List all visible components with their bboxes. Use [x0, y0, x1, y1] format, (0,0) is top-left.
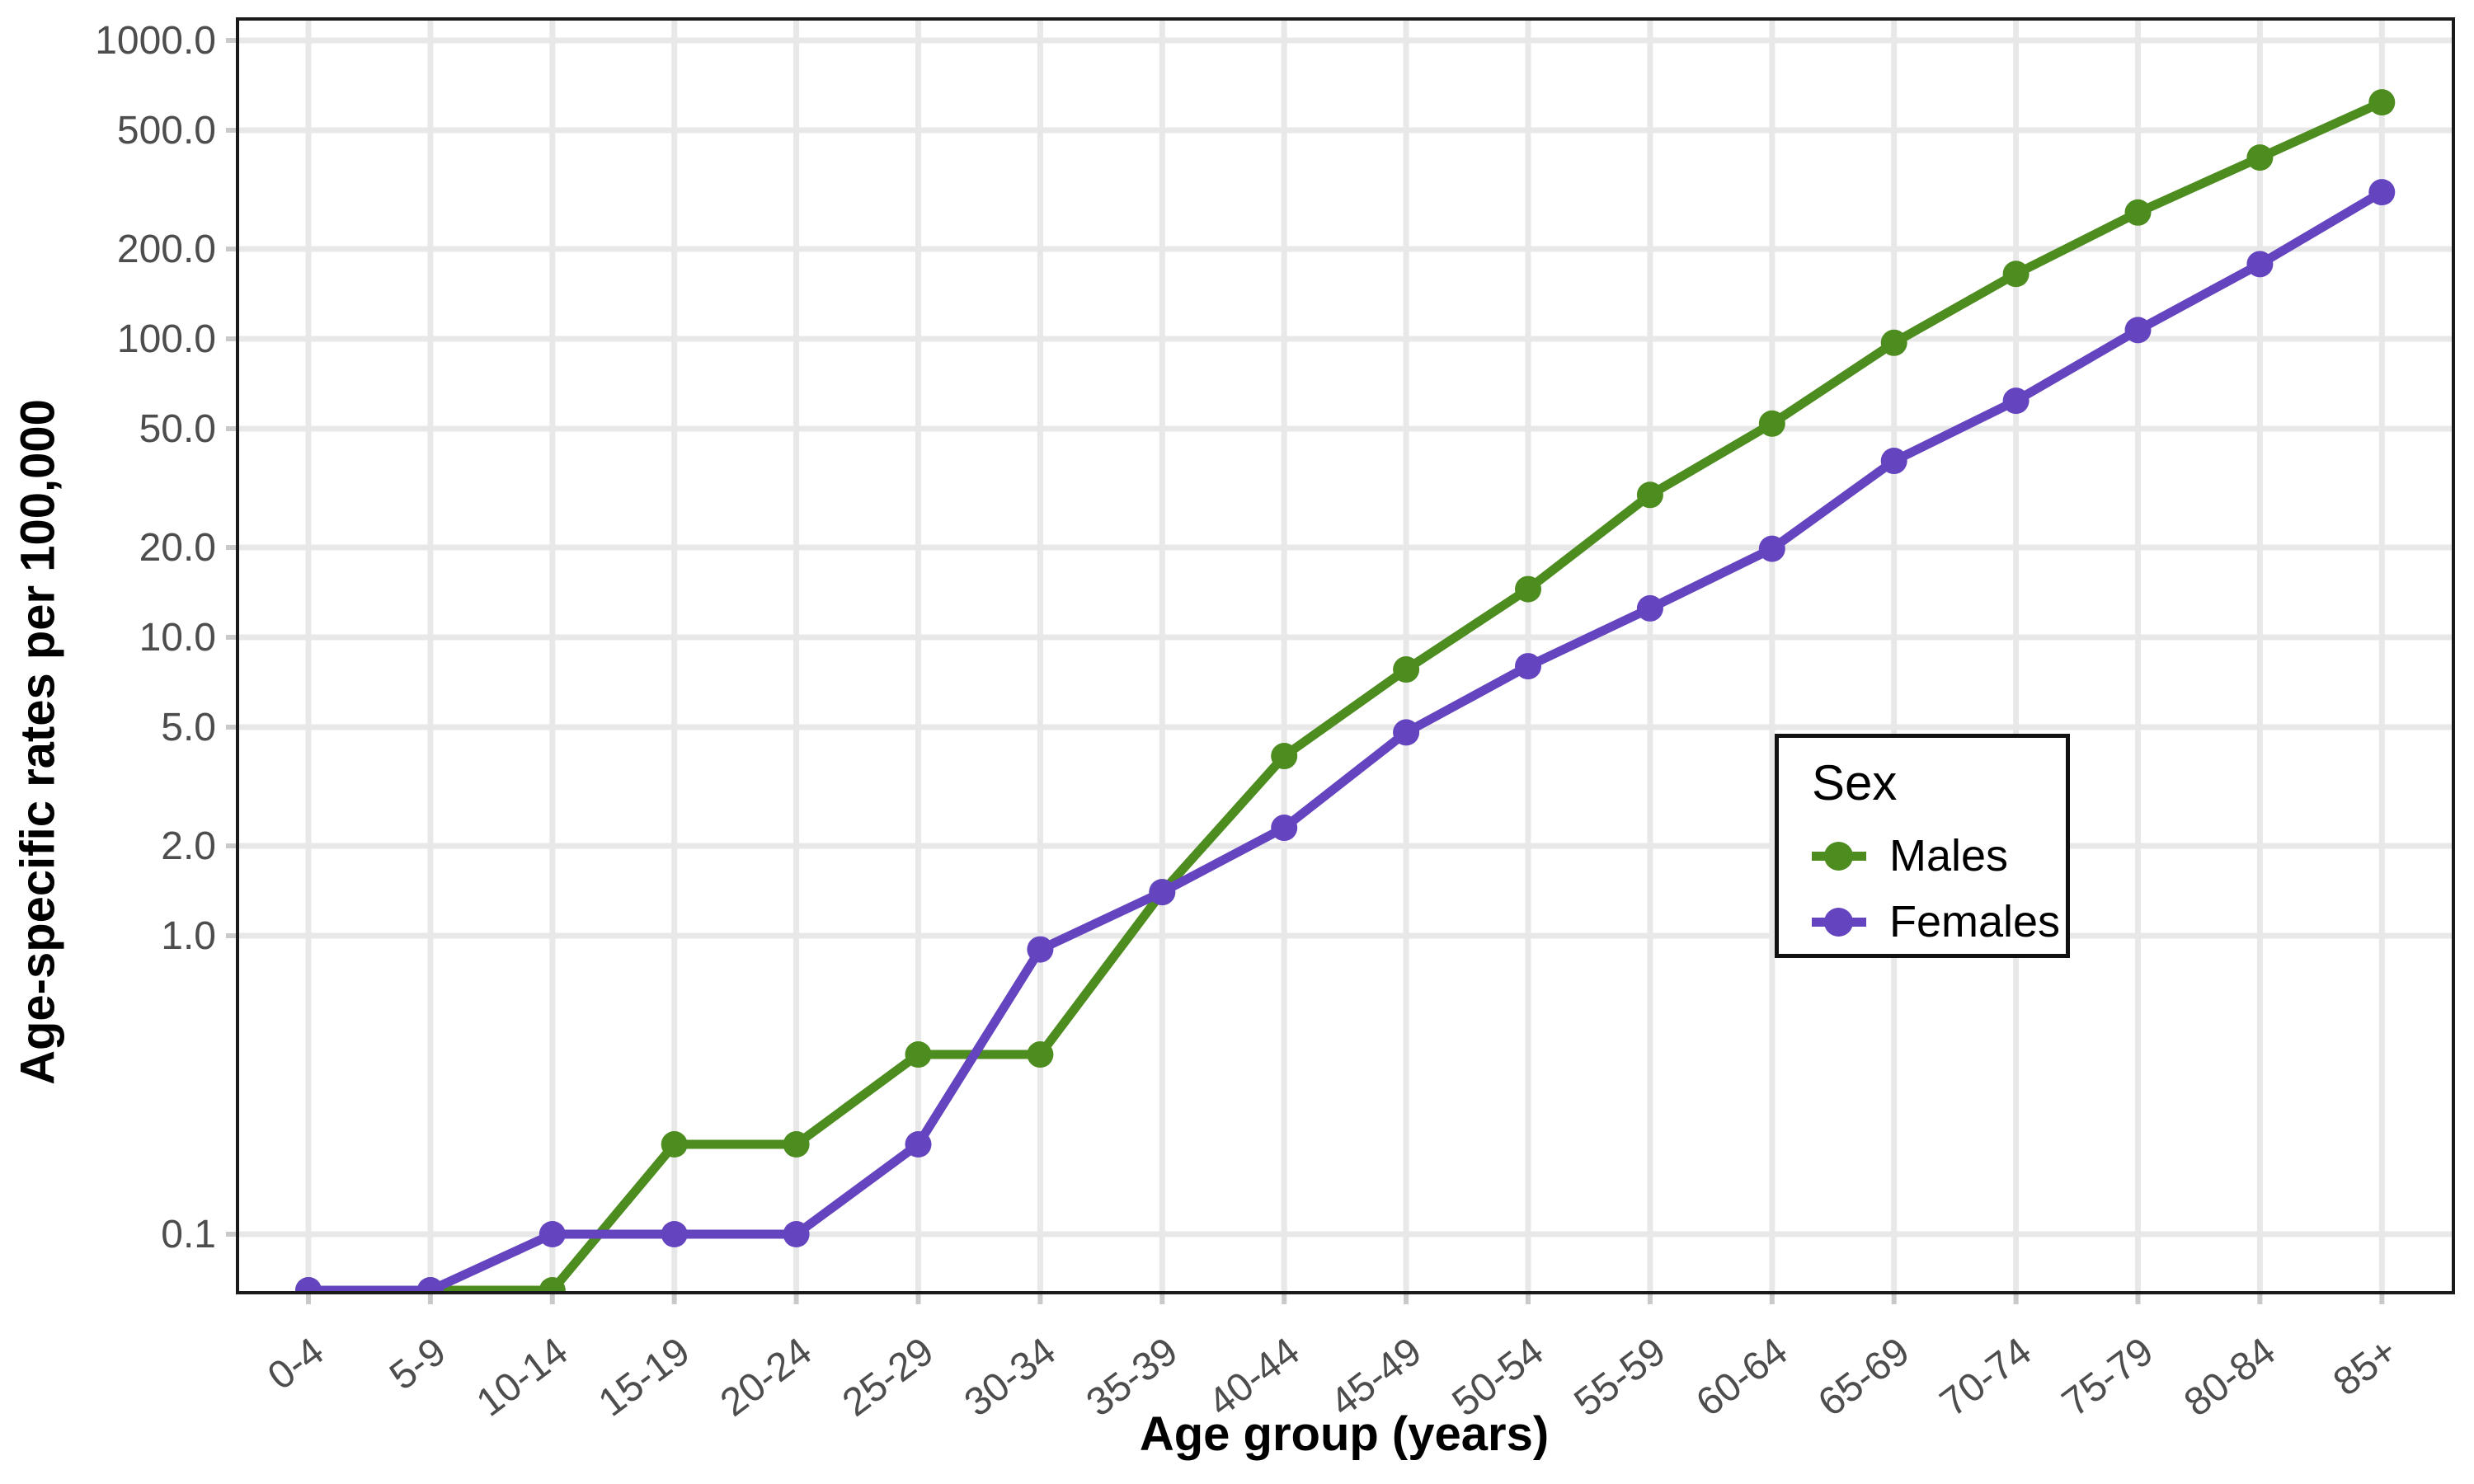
males-point-15-19 [661, 1131, 688, 1158]
females-point-30-34 [1027, 936, 1054, 963]
males-point-45-49 [1393, 656, 1420, 683]
legend-item-males: Males [1812, 823, 2066, 889]
females-key-icon [1812, 907, 1866, 937]
females-line [303, 187, 2387, 1293]
x-tick-label: 15-19 [590, 1329, 698, 1425]
panel-border [236, 17, 2455, 1294]
females-point-20-24 [783, 1221, 810, 1247]
x-tick-label: 60-64 [1688, 1329, 1795, 1425]
x-tick-label: 20-24 [713, 1329, 820, 1425]
x-tick-label: 10-14 [468, 1329, 576, 1425]
y-axis-title: Age-specific rates per 100,000 [11, 399, 65, 1085]
males-point-75-79 [2124, 199, 2152, 226]
females-point-10-14 [539, 1221, 566, 1247]
females-point-70-74 [2002, 387, 2030, 415]
y-tick-label: 100.0 [117, 317, 216, 361]
x-tick-label: 80-84 [2176, 1329, 2284, 1425]
males-point-85+ [2368, 89, 2396, 116]
males-point-55-59 [1636, 481, 1663, 509]
legend-label-males: Males [1889, 831, 2009, 881]
males-point-80-84 [2246, 144, 2274, 171]
legend-item-females: Females [1812, 889, 2066, 955]
females-point-50-54 [1515, 653, 1541, 680]
females-point-55-59 [1636, 594, 1663, 622]
x-tick-label: 65-69 [1810, 1329, 1917, 1425]
males-point-50-54 [1515, 575, 1541, 603]
females-point-35-39 [1149, 879, 1176, 906]
x-tick-label: 0-4 [260, 1329, 332, 1398]
x-tick-label: 75-79 [2054, 1329, 2161, 1425]
females-point-60-64 [1758, 535, 1785, 562]
females-point-40-44 [1271, 815, 1298, 842]
x-tick-label: 30-34 [957, 1329, 1064, 1425]
x-tick-label: 5-9 [382, 1329, 454, 1398]
x-axis-title: Age group (years) [1139, 1407, 1550, 1461]
y-tick-label: 10.0 [139, 616, 216, 660]
males-point-20-24 [783, 1131, 810, 1158]
y-tick-label: 1000.0 [95, 19, 216, 63]
males-point-25-29 [905, 1041, 932, 1068]
females-point-45-49 [1393, 719, 1420, 746]
x-tick-label: 70-74 [1932, 1329, 2039, 1425]
y-tick-label: 200.0 [117, 228, 216, 271]
females-point-15-19 [661, 1221, 688, 1247]
y-tick-label: 0.1 [161, 1213, 216, 1256]
legend: Sex Males Females [1775, 734, 2070, 958]
y-tick-label: 500.0 [117, 109, 216, 153]
females-point-65-69 [1880, 448, 1907, 475]
males-point-65-69 [1880, 329, 1907, 356]
x-tick-label: 55-59 [1567, 1329, 1674, 1425]
legend-title: Sex [1812, 755, 1898, 810]
males-point-10-14 [539, 1277, 566, 1293]
males-point-40-44 [1271, 743, 1298, 770]
females-point-5-9 [416, 1277, 444, 1293]
females-point-80-84 [2246, 251, 2274, 278]
x-tick-label: 25-29 [835, 1329, 942, 1425]
males-line [303, 97, 2387, 1293]
males-point-70-74 [2002, 261, 2030, 288]
x-tick-label: 85+ [2326, 1329, 2406, 1404]
females-point-85+ [2368, 179, 2396, 206]
y-tick-label: 2.0 [161, 824, 216, 868]
males-key-icon [1812, 841, 1866, 871]
females-point-75-79 [2124, 317, 2152, 344]
y-tick-label: 1.0 [161, 914, 216, 958]
y-tick-label: 5.0 [161, 706, 216, 749]
females-point-25-29 [905, 1131, 932, 1158]
y-tick-label: 50.0 [139, 407, 216, 451]
legend-label-females: Females [1889, 897, 2061, 946]
males-point-30-34 [1027, 1041, 1054, 1068]
y-tick-label: 20.0 [139, 526, 216, 570]
plot-panel [238, 19, 2453, 1293]
females-point-0-4 [295, 1277, 322, 1293]
males-point-60-64 [1758, 410, 1785, 437]
